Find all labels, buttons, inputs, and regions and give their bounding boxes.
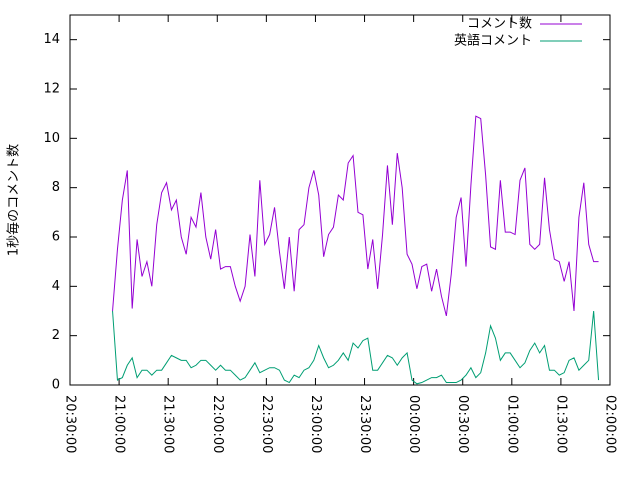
y-tick-label: 2 — [52, 328, 60, 343]
y-tick-label: 0 — [52, 378, 60, 393]
y-tick-label: 4 — [52, 279, 60, 294]
x-tick-label: 01:00:00 — [504, 395, 519, 453]
x-tick-label: 22:30:00 — [259, 395, 274, 453]
x-tick-label: 00:30:00 — [455, 395, 470, 453]
x-tick-label: 22:00:00 — [210, 395, 225, 453]
y-axis-label: 1秒毎のコメント数 — [6, 144, 22, 256]
y-tick-label: 10 — [43, 131, 60, 146]
y-tick-label: 8 — [52, 180, 60, 195]
x-tick-label: 21:00:00 — [112, 395, 127, 453]
x-tick-label: 01:30:00 — [553, 395, 568, 453]
x-tick-label: 23:00:00 — [308, 395, 323, 453]
x-tick-label: 00:00:00 — [406, 395, 421, 453]
series-line — [112, 310, 600, 385]
legend-label: 英語コメント — [454, 33, 532, 49]
x-tick-label: 02:00:00 — [603, 395, 618, 453]
y-tick-label: 14 — [43, 32, 60, 47]
legend-label: コメント数 — [467, 17, 532, 32]
x-tick-label: 20:30:00 — [63, 395, 78, 453]
x-tick-label: 21:30:00 — [161, 395, 176, 453]
y-tick-label: 6 — [52, 230, 60, 245]
plot-border — [69, 14, 611, 386]
y-tick-label: 12 — [43, 82, 60, 97]
x-tick-label: 23:30:00 — [357, 395, 372, 453]
series-line — [112, 115, 599, 317]
